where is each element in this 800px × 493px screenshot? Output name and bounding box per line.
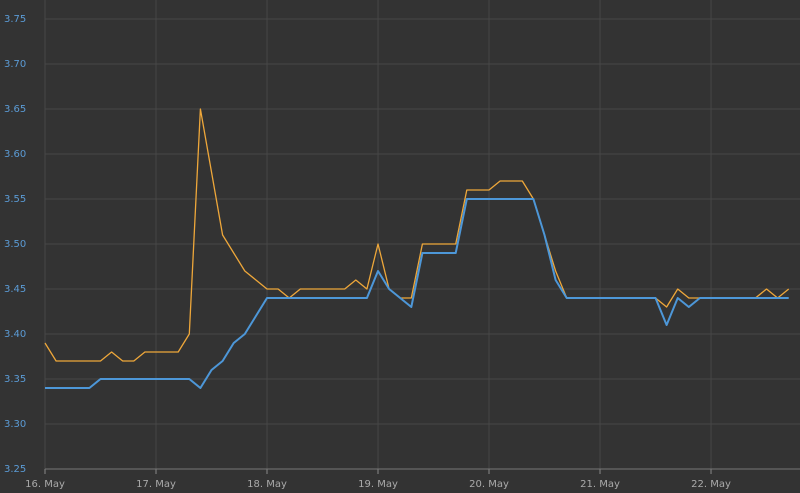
y-tick-label: 3.55 — [4, 194, 26, 205]
y-tick-label: 3.25 — [4, 464, 26, 475]
x-tick-label: 16. May — [25, 479, 65, 490]
x-tick-label: 21. May — [580, 479, 620, 490]
y-tick-label: 3.70 — [4, 59, 26, 70]
y-tick-label: 3.30 — [4, 419, 26, 430]
y-tick-label: 3.65 — [4, 104, 26, 115]
data-line — [44, 108, 790, 362]
x-tick-label: 19. May — [358, 479, 398, 490]
y-tick-label: 3.45 — [4, 284, 26, 295]
y-tick-label: 3.60 — [4, 149, 26, 160]
x-tick-label: 17. May — [136, 479, 176, 490]
y-tick-label: 3.35 — [4, 374, 26, 385]
x-tick-label: 22. May — [691, 479, 731, 490]
y-tick-label: 3.40 — [4, 329, 26, 340]
data-line — [45, 198, 789, 389]
y-tick-label: 3.75 — [4, 14, 26, 25]
y-tick-label: 3.50 — [4, 239, 26, 250]
x-tick-label: 20. May — [469, 479, 509, 490]
x-tick-label: 18. May — [247, 479, 287, 490]
